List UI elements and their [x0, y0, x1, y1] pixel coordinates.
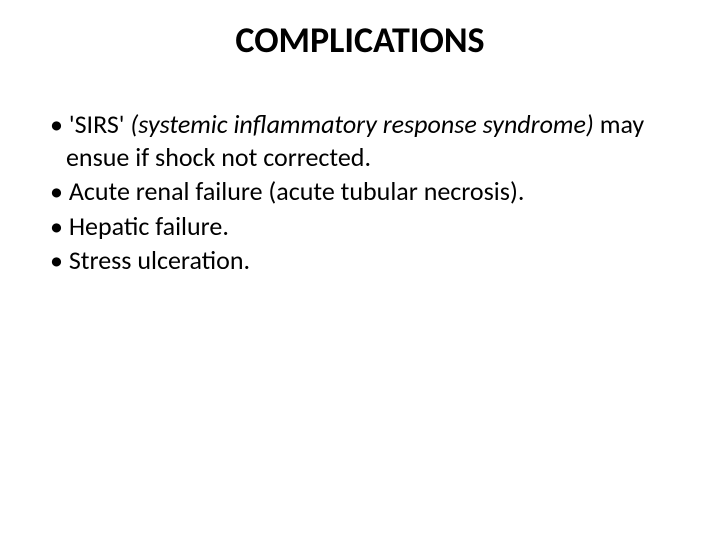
bullet-text: Hepatic failure. — [69, 210, 229, 242]
bullet-text-segment-italic: (systemic inflammatory response syndrome… — [130, 108, 599, 140]
bullet-text: Acute renal failure (acute tubular necro… — [69, 175, 525, 207]
bullet-dot-icon: • — [50, 210, 69, 242]
bullet-dot-icon: • — [50, 108, 69, 140]
bullet-item: • Acute renal failure (acute tubular nec… — [42, 175, 678, 208]
bullet-text-segment: 'SIRS' — [69, 108, 131, 140]
slide: COMPLICATIONS • 'SIRS' (systemic inflamm… — [0, 0, 720, 540]
bullet-dot-icon: • — [50, 244, 69, 276]
slide-body: • 'SIRS' (systemic inflammatory response… — [42, 108, 678, 279]
bullet-item: • 'SIRS' (systemic inflammatory response… — [42, 108, 678, 173]
slide-title: COMPLICATIONS — [0, 18, 720, 62]
bullet-dot-icon: • — [50, 175, 69, 207]
bullet-item: • Stress ulceration. — [42, 244, 678, 277]
bullet-text: Stress ulceration. — [69, 244, 250, 276]
bullet-item: • Hepatic failure. — [42, 210, 678, 243]
